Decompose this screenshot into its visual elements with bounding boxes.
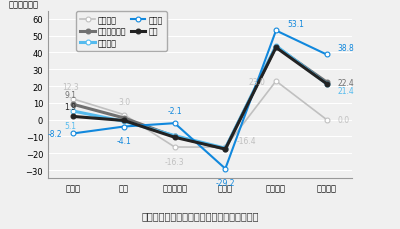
Text: （ポイント）: （ポイント） xyxy=(8,1,38,10)
Text: 12.3: 12.3 xyxy=(62,82,79,91)
Text: 22.4: 22.4 xyxy=(338,78,354,87)
Text: 9.1: 9.1 xyxy=(64,90,76,99)
Text: 0.0: 0.0 xyxy=(338,116,350,125)
Text: -16.3: -16.3 xyxy=(165,157,184,166)
Text: 23.0: 23.0 xyxy=(248,77,265,86)
Text: -2.1: -2.1 xyxy=(167,106,182,115)
Text: 38.8: 38.8 xyxy=(338,44,354,53)
Text: 53.1: 53.1 xyxy=(287,20,304,29)
Text: 5.1: 5.1 xyxy=(64,121,76,130)
Text: -29.2: -29.2 xyxy=(216,179,235,188)
Legend: 高齢者層, 家庭生活者層, 勤労者層, 若年層, 全体: 高齢者層, 家庭生活者層, 勤労者層, 若年層, 全体 xyxy=(76,12,167,52)
Text: -4.1: -4.1 xyxy=(117,137,131,146)
Text: 21.4: 21.4 xyxy=(338,87,354,96)
Text: -16.4: -16.4 xyxy=(236,136,256,145)
Text: 3.0: 3.0 xyxy=(118,98,130,107)
Text: 1.9: 1.9 xyxy=(64,102,76,111)
Text: -8.2: -8.2 xyxy=(48,129,62,138)
Text: 図１　２～３年間のメディア利用頻度の変化: 図１ ２～３年間のメディア利用頻度の変化 xyxy=(141,210,259,220)
